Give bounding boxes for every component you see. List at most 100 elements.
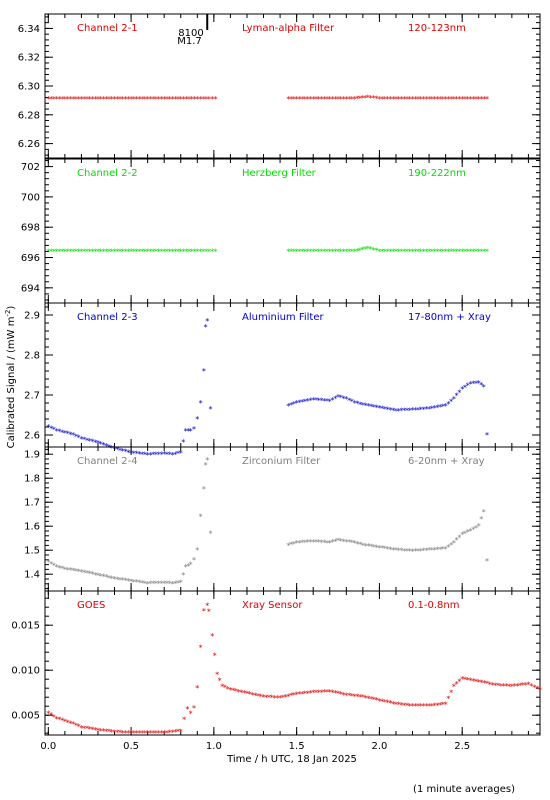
data-point: * [202, 485, 206, 494]
data-point-interp: * [170, 247, 174, 256]
data-point-interp: * [273, 694, 277, 703]
data-point-interp: * [143, 729, 147, 738]
data-point-interp: * [446, 247, 450, 256]
data-point-interp: * [388, 545, 392, 554]
data-point-interp: * [159, 95, 163, 104]
data-point-interp: * [118, 446, 122, 455]
data-point: * [195, 415, 199, 424]
data-point-interp: * [85, 436, 89, 445]
flare-class: M1.7 [177, 36, 202, 47]
data-point: * [336, 247, 340, 256]
data-point: * [319, 247, 323, 256]
data-point-interp: * [419, 406, 423, 415]
data-point-interp: * [210, 95, 214, 104]
data-point-interp: * [135, 450, 139, 459]
data-point-interp: * [408, 406, 412, 415]
data-point-interp: * [380, 404, 384, 413]
data-point: * [361, 541, 365, 550]
data-point-interp: * [422, 547, 426, 556]
data-point-interp: * [311, 95, 315, 104]
data-point: * [46, 423, 50, 432]
data-point-interp: * [342, 95, 346, 104]
data-point: * [71, 567, 75, 576]
data-point: * [184, 563, 188, 572]
data-point-interp: * [135, 95, 139, 104]
series-markers: ****************************************… [46, 456, 489, 589]
data-point-interp: * [482, 679, 486, 688]
data-point-interp: * [74, 721, 78, 730]
data-point-interp: * [325, 247, 329, 256]
data-point-interp: * [364, 694, 368, 703]
data-point-interp: * [198, 95, 202, 104]
data-point: * [79, 568, 83, 577]
data-point: * [71, 431, 75, 440]
data-point: * [79, 247, 83, 256]
panel-name-label: Channel 2-4 [77, 456, 138, 467]
data-point-interp: * [438, 403, 442, 412]
data-point: * [394, 407, 398, 416]
data-point: * [336, 537, 340, 546]
data-point-interp: * [350, 398, 354, 407]
data-point-interp: * [319, 688, 323, 697]
data-point-interp: * [339, 247, 343, 256]
data-point-interp: * [90, 570, 94, 579]
data-point-interp: * [422, 702, 426, 711]
data-point-interp: * [126, 95, 130, 104]
data-point: * [366, 244, 370, 253]
data-point-interp: * [124, 247, 128, 256]
data-point-interp: * [234, 687, 238, 696]
data-point-interp: * [157, 450, 161, 459]
data-point-interp: * [482, 247, 486, 256]
data-point-interp: * [342, 691, 346, 700]
data-point-interp: * [457, 533, 461, 542]
data-point: * [328, 688, 332, 697]
data-point: * [444, 545, 448, 554]
data-point: * [199, 399, 203, 408]
data-point-interp: * [446, 543, 450, 552]
x-tick-label: 2.5 [454, 741, 470, 752]
data-point-interp: * [121, 247, 125, 256]
data-point: * [170, 728, 174, 737]
data-point-interp: * [300, 539, 304, 548]
data-point-interp: * [463, 247, 467, 256]
data-point-interp: * [168, 95, 172, 104]
y-tick-label: 698 [21, 223, 40, 234]
data-point-interp: * [441, 247, 445, 256]
data-point-interp: * [408, 247, 412, 256]
data-point: * [204, 461, 208, 470]
data-point-interp: * [165, 579, 169, 588]
data-point-interp: * [284, 693, 288, 702]
data-point-interp: * [405, 247, 409, 256]
data-point: * [214, 95, 218, 104]
data-point: * [63, 718, 67, 727]
data-point-interp: * [186, 427, 190, 436]
data-point: * [303, 247, 307, 256]
data-point-interp: * [115, 446, 119, 455]
y-tick-label: 2.7 [24, 391, 40, 402]
data-point: * [377, 404, 381, 413]
data-point: * [55, 427, 59, 436]
x-tick-label: 0.0 [40, 741, 56, 752]
data-point-interp: * [416, 547, 420, 556]
data-point-interp: * [275, 694, 279, 703]
data-point-interp: * [416, 95, 420, 104]
data-point-interp: * [474, 247, 478, 256]
data-point-interp: * [143, 451, 147, 460]
data-point-interp: * [132, 578, 136, 587]
data-point-interp: * [126, 577, 130, 586]
data-point: * [63, 565, 67, 574]
data-point-interp: * [347, 538, 351, 547]
data-point-interp: * [355, 400, 359, 409]
data-point-interp: * [438, 545, 442, 554]
data-point-interp: * [204, 95, 208, 104]
data-point-interp: * [99, 440, 103, 449]
panel-frame [44, 446, 541, 592]
data-point-interp: * [344, 95, 348, 104]
data-point-interp: * [281, 694, 285, 703]
data-point-interp: * [435, 546, 439, 555]
data-point-interp: * [88, 570, 92, 579]
y-tick-label: 2.8 [24, 351, 40, 362]
x-tick-label: 0.5 [123, 741, 139, 752]
data-point-interp: * [148, 95, 152, 104]
